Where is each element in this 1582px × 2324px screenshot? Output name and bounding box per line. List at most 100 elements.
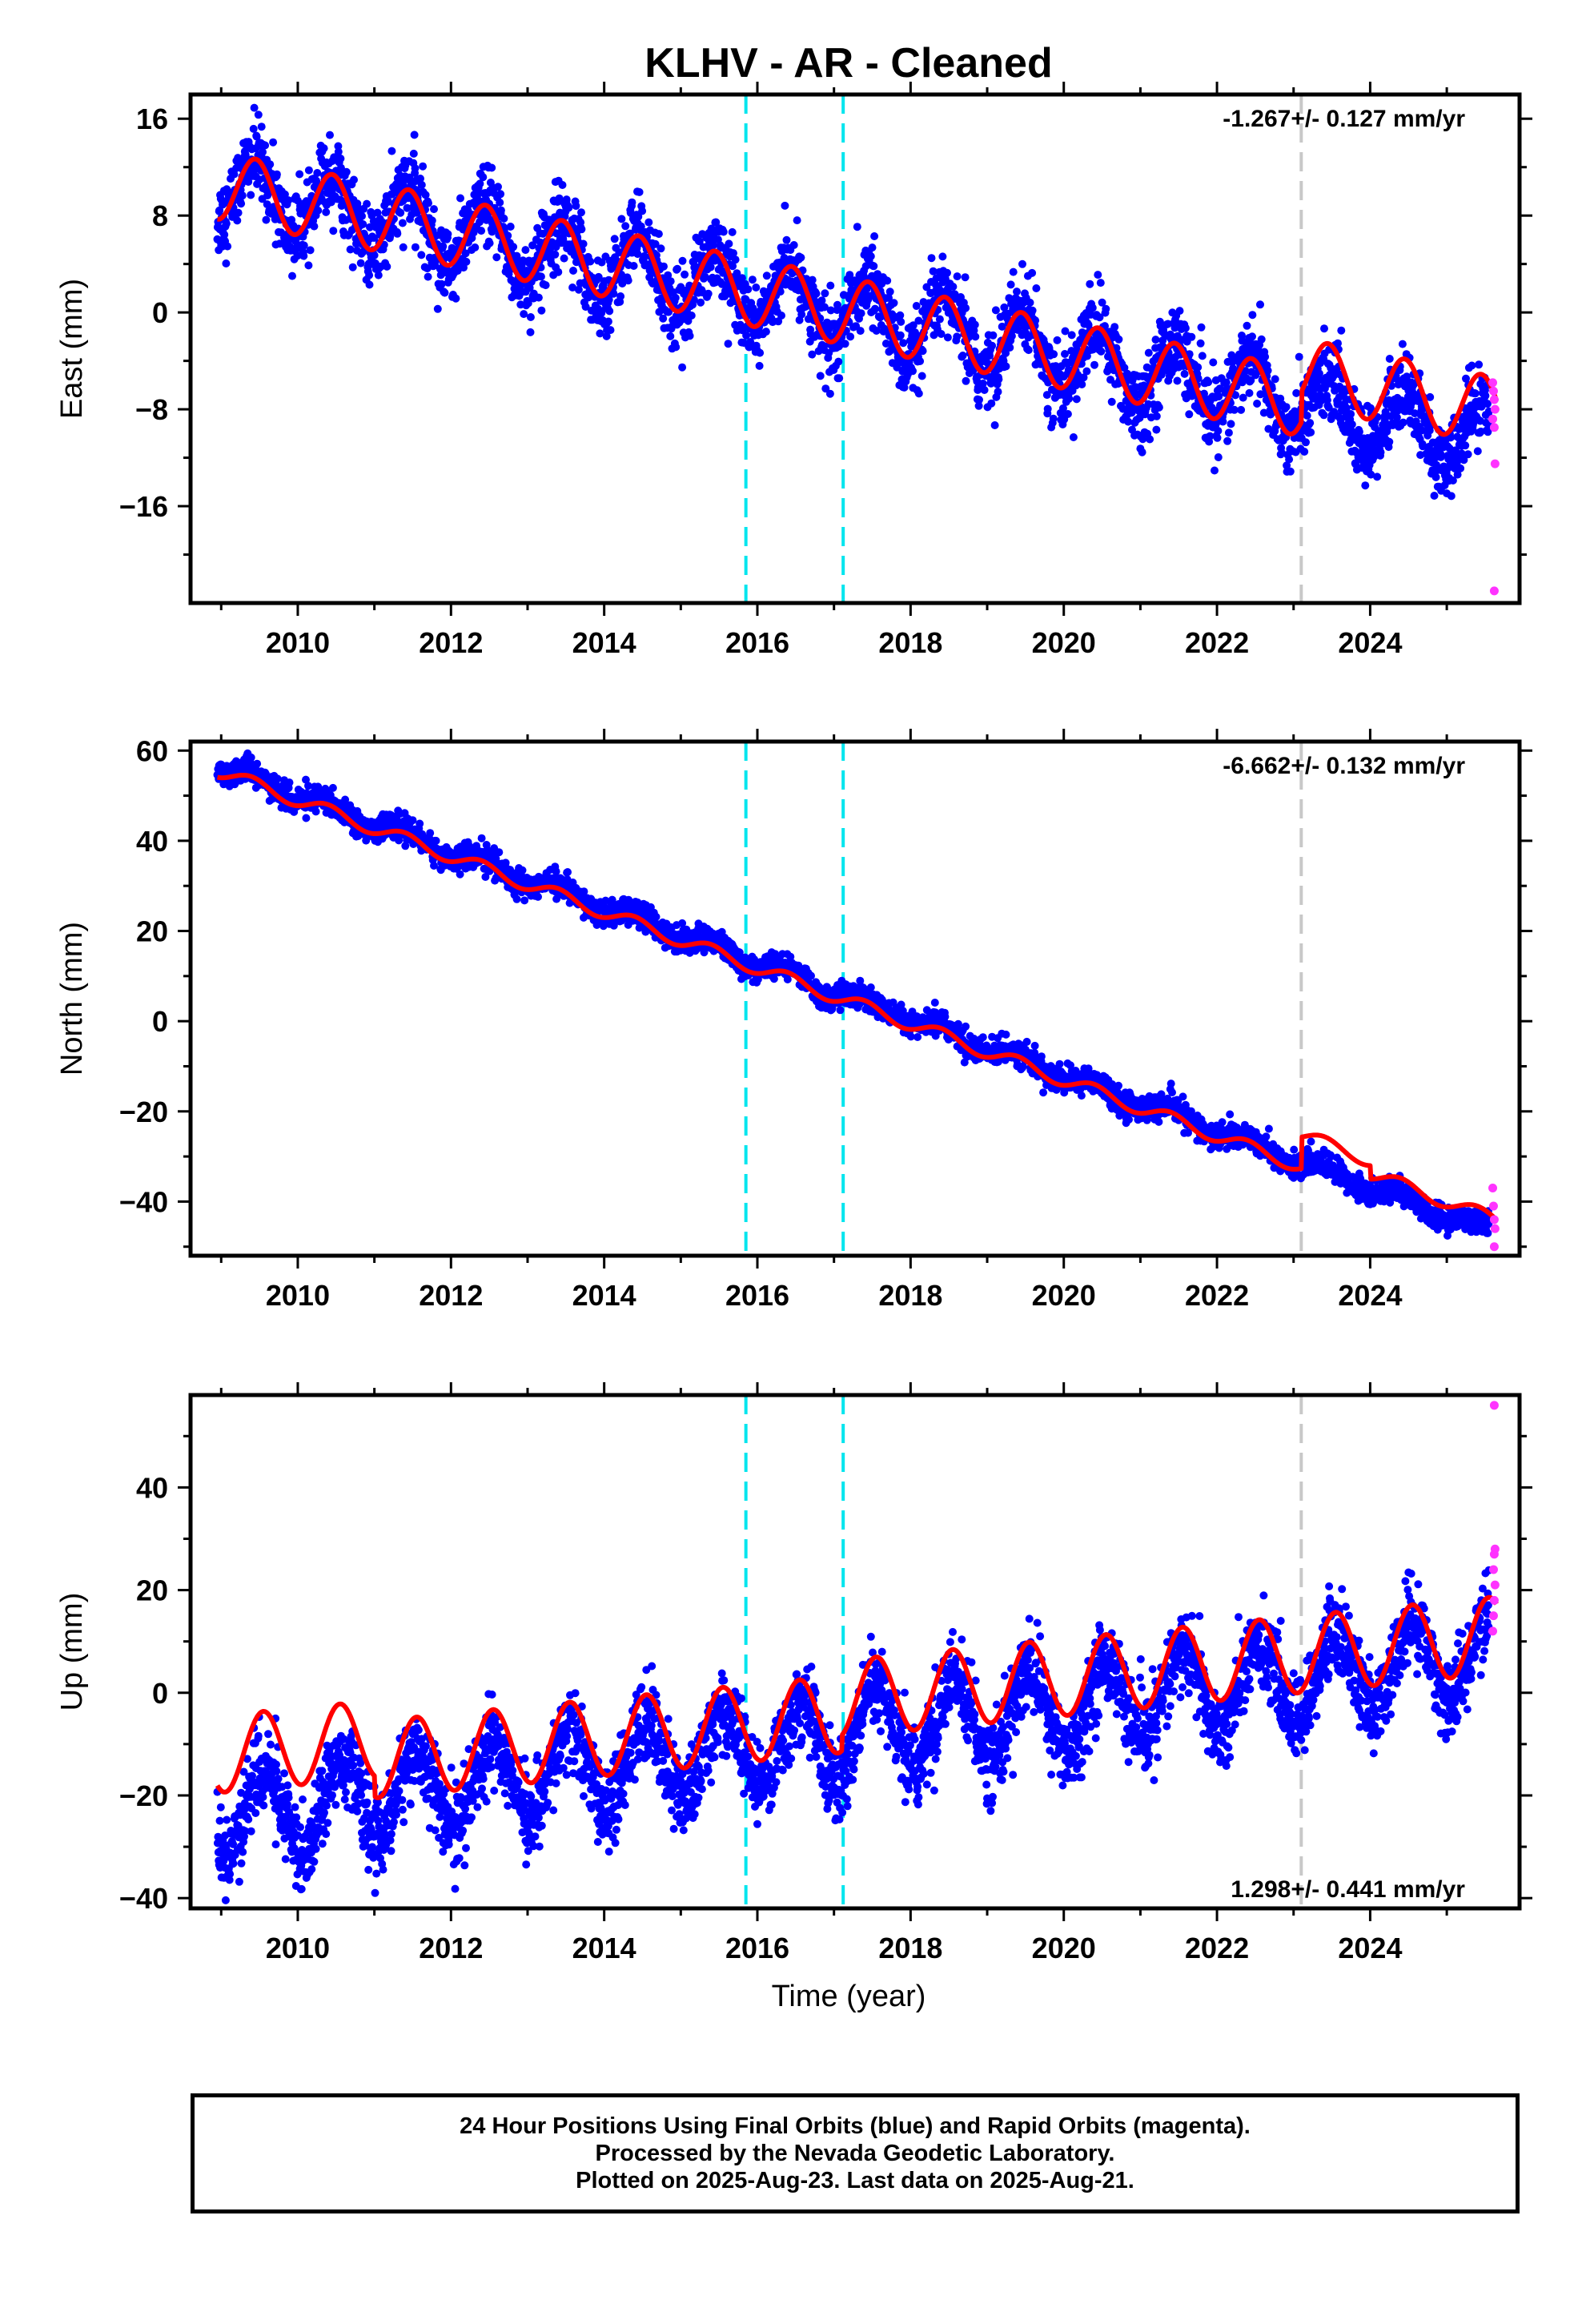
data-point bbox=[569, 267, 577, 275]
data-point bbox=[987, 399, 996, 408]
data-point bbox=[1006, 344, 1014, 352]
data-point bbox=[658, 296, 667, 305]
data-point bbox=[1385, 437, 1394, 446]
data-point bbox=[953, 272, 962, 281]
data-point bbox=[1473, 447, 1482, 456]
data-point bbox=[1257, 335, 1266, 344]
data-point bbox=[424, 272, 432, 281]
data-point bbox=[273, 774, 282, 783]
data-point bbox=[756, 348, 765, 357]
data-point bbox=[1461, 441, 1470, 450]
data-point bbox=[359, 247, 367, 256]
panel-north: 2010 2012 2014 2016 2018 2020 2022 20246040200−… bbox=[55, 729, 1532, 1312]
data-point bbox=[728, 227, 737, 236]
y-tick-label: −16 bbox=[119, 490, 168, 523]
data-point bbox=[1447, 492, 1456, 501]
data-point bbox=[254, 111, 263, 119]
data-point bbox=[719, 227, 728, 236]
x-tick-label: 2018 bbox=[878, 626, 942, 659]
data-point bbox=[440, 288, 449, 297]
data-point bbox=[1069, 433, 1078, 441]
data-point bbox=[1072, 395, 1081, 404]
data-point bbox=[526, 313, 535, 321]
data-point bbox=[476, 179, 484, 188]
data-point bbox=[1248, 332, 1256, 341]
data-point bbox=[1464, 450, 1472, 459]
data-point bbox=[253, 759, 262, 768]
data-point bbox=[737, 274, 746, 283]
data-point bbox=[821, 289, 829, 298]
data-point bbox=[975, 396, 983, 404]
data-point bbox=[559, 235, 568, 243]
data-point bbox=[1154, 403, 1163, 412]
data-point bbox=[1024, 346, 1033, 355]
data-point bbox=[943, 333, 952, 342]
data-point bbox=[230, 170, 239, 179]
y-tick-label: −8 bbox=[135, 393, 168, 426]
data-point bbox=[821, 384, 830, 393]
data-point bbox=[410, 131, 419, 139]
data-point bbox=[1320, 324, 1328, 333]
data-point bbox=[430, 205, 438, 214]
data-point bbox=[990, 421, 999, 429]
data-point bbox=[539, 229, 548, 238]
data-point bbox=[534, 293, 543, 302]
data-point bbox=[306, 246, 315, 255]
data-point bbox=[1219, 417, 1227, 426]
data-point bbox=[808, 350, 817, 359]
data-point bbox=[889, 299, 898, 308]
rapid-point bbox=[1488, 414, 1498, 424]
data-point bbox=[673, 264, 681, 273]
data-point bbox=[918, 347, 927, 356]
data-point bbox=[820, 303, 829, 312]
data-point bbox=[374, 271, 383, 279]
data-point bbox=[1224, 428, 1233, 437]
data-point bbox=[1204, 378, 1213, 387]
data-point bbox=[594, 272, 603, 281]
data-point bbox=[586, 257, 595, 266]
data-point bbox=[752, 283, 761, 292]
data-point bbox=[1181, 324, 1190, 332]
data-point bbox=[261, 141, 270, 150]
data-point bbox=[609, 289, 618, 298]
data-point bbox=[350, 175, 358, 184]
data-point bbox=[555, 194, 564, 203]
data-point bbox=[554, 267, 563, 276]
data-point bbox=[370, 251, 379, 259]
data-point bbox=[518, 866, 527, 875]
data-point bbox=[1151, 336, 1160, 344]
data-point bbox=[731, 255, 740, 264]
data-point bbox=[602, 332, 611, 340]
x-tick-label: 2022 bbox=[1185, 626, 1249, 659]
data-point bbox=[536, 272, 545, 281]
data-point bbox=[336, 163, 345, 172]
data-point bbox=[755, 361, 764, 370]
data-point bbox=[537, 306, 546, 315]
data-point bbox=[1282, 403, 1291, 412]
data-point bbox=[922, 283, 931, 292]
data-point bbox=[1213, 433, 1222, 442]
data-point bbox=[1245, 388, 1254, 397]
data-point bbox=[672, 343, 681, 352]
rapid-point bbox=[1490, 404, 1500, 414]
data-point bbox=[1090, 360, 1098, 369]
data-point bbox=[285, 235, 294, 244]
data-point bbox=[1373, 472, 1382, 481]
data-point bbox=[304, 166, 313, 175]
data-point bbox=[666, 332, 675, 340]
data-point bbox=[1018, 259, 1026, 268]
data-point bbox=[408, 816, 417, 825]
data-point bbox=[249, 124, 258, 133]
data-point bbox=[1431, 472, 1440, 481]
data-point bbox=[872, 327, 881, 335]
data-point bbox=[1223, 436, 1232, 445]
data-point bbox=[896, 331, 905, 340]
data-point bbox=[1013, 287, 1021, 296]
data-point bbox=[496, 206, 505, 215]
data-point bbox=[900, 383, 909, 392]
data-point bbox=[495, 848, 504, 857]
data-point bbox=[259, 147, 267, 156]
data-point bbox=[1399, 418, 1407, 427]
data-point bbox=[724, 340, 733, 348]
data-point bbox=[617, 215, 626, 223]
